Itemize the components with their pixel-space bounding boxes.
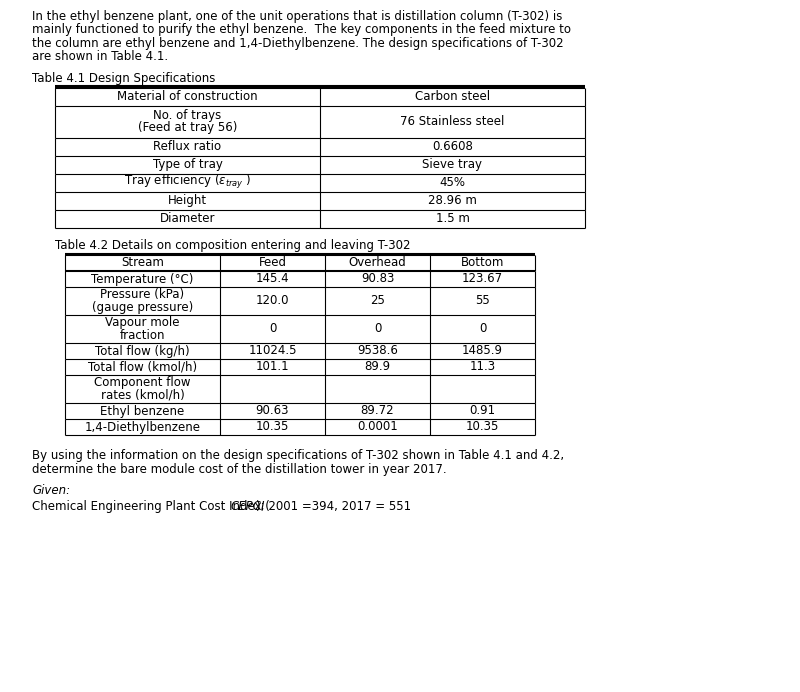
Text: Material of construction: Material of construction bbox=[117, 90, 258, 103]
Text: 1485.9: 1485.9 bbox=[462, 345, 503, 358]
Text: Vapour mole: Vapour mole bbox=[106, 316, 180, 329]
Text: 0: 0 bbox=[269, 322, 276, 336]
Text: Bottom: Bottom bbox=[461, 257, 504, 269]
Text: Feed: Feed bbox=[258, 257, 286, 269]
Text: Temperature (°C): Temperature (°C) bbox=[91, 273, 194, 286]
Text: 11024.5: 11024.5 bbox=[248, 345, 297, 358]
Text: 101.1: 101.1 bbox=[256, 361, 290, 374]
Text: rates (kmol/h): rates (kmol/h) bbox=[101, 389, 184, 402]
Text: 0.91: 0.91 bbox=[470, 405, 495, 417]
Text: 1,4-Diethylbenzene: 1,4-Diethylbenzene bbox=[85, 421, 201, 433]
Text: Table 4.2 Details on composition entering and leaving T-302: Table 4.2 Details on composition enterin… bbox=[55, 239, 410, 253]
Text: ); 2001 =394, 2017 = 551: ); 2001 =394, 2017 = 551 bbox=[256, 500, 411, 513]
Text: mainly functioned to purify the ethyl benzene.  The key components in the feed m: mainly functioned to purify the ethyl be… bbox=[32, 24, 571, 37]
Text: 55: 55 bbox=[475, 295, 490, 307]
Text: 120.0: 120.0 bbox=[256, 295, 290, 307]
Text: Overhead: Overhead bbox=[349, 257, 406, 269]
Text: Diameter: Diameter bbox=[160, 212, 215, 225]
Text: 9538.6: 9538.6 bbox=[357, 345, 398, 358]
Text: 11.3: 11.3 bbox=[470, 361, 495, 374]
Text: 10.35: 10.35 bbox=[466, 421, 499, 433]
Text: 89.72: 89.72 bbox=[361, 405, 394, 417]
Text: (Feed at tray 56): (Feed at tray 56) bbox=[138, 122, 237, 134]
Text: Table 4.1 Design Specifications: Table 4.1 Design Specifications bbox=[32, 72, 215, 85]
Text: By using the information on the design specifications of T-302 shown in Table 4.: By using the information on the design s… bbox=[32, 449, 564, 462]
Text: Total flow (kg/h): Total flow (kg/h) bbox=[95, 345, 190, 358]
Text: No. of trays: No. of trays bbox=[154, 109, 222, 122]
Text: Total flow (kmol/h): Total flow (kmol/h) bbox=[88, 361, 197, 374]
Text: Height: Height bbox=[168, 194, 207, 207]
Text: 89.9: 89.9 bbox=[365, 361, 390, 374]
Text: Pressure (kPa): Pressure (kPa) bbox=[101, 288, 185, 301]
Text: Stream: Stream bbox=[121, 257, 164, 269]
Text: 76 Stainless steel: 76 Stainless steel bbox=[400, 115, 505, 128]
Text: Carbon steel: Carbon steel bbox=[415, 90, 490, 103]
Text: 0.6608: 0.6608 bbox=[432, 140, 473, 153]
Text: (gauge pressure): (gauge pressure) bbox=[92, 301, 193, 314]
Text: 10.35: 10.35 bbox=[256, 421, 289, 433]
Text: 1.5 m: 1.5 m bbox=[435, 212, 470, 225]
Text: 90.63: 90.63 bbox=[256, 405, 290, 417]
Text: Sieve tray: Sieve tray bbox=[422, 158, 482, 171]
Text: 0.0001: 0.0001 bbox=[357, 421, 398, 433]
Text: Chemical Engineering Plant Cost Index (: Chemical Engineering Plant Cost Index ( bbox=[32, 500, 270, 513]
Text: In the ethyl benzene plant, one of the unit operations that is distillation colu: In the ethyl benzene plant, one of the u… bbox=[32, 10, 562, 23]
Text: Tray efficiency ($\varepsilon_{tray}$ ): Tray efficiency ($\varepsilon_{tray}$ ) bbox=[124, 174, 251, 192]
Text: 0: 0 bbox=[374, 322, 381, 336]
Text: Given:: Given: bbox=[32, 484, 70, 497]
Text: are shown in Table 4.1.: are shown in Table 4.1. bbox=[32, 51, 168, 64]
Text: Reflux ratio: Reflux ratio bbox=[154, 140, 222, 153]
Text: CEPCI: CEPCI bbox=[231, 500, 266, 513]
Text: 123.67: 123.67 bbox=[462, 273, 503, 286]
Text: determine the bare module cost of the distillation tower in year 2017.: determine the bare module cost of the di… bbox=[32, 462, 446, 475]
Text: fraction: fraction bbox=[120, 329, 166, 342]
Text: Type of tray: Type of tray bbox=[153, 158, 222, 171]
Text: 145.4: 145.4 bbox=[256, 273, 290, 286]
Text: 90.83: 90.83 bbox=[361, 273, 394, 286]
Text: 45%: 45% bbox=[439, 176, 466, 189]
Text: Ethyl benzene: Ethyl benzene bbox=[100, 405, 185, 417]
Text: 25: 25 bbox=[370, 295, 385, 307]
Text: 28.96 m: 28.96 m bbox=[428, 194, 477, 207]
Text: 0: 0 bbox=[479, 322, 486, 336]
Text: the column are ethyl benzene and 1,4-Diethylbenzene. The design specifications o: the column are ethyl benzene and 1,4-Die… bbox=[32, 37, 564, 50]
Text: Component flow: Component flow bbox=[94, 376, 190, 389]
